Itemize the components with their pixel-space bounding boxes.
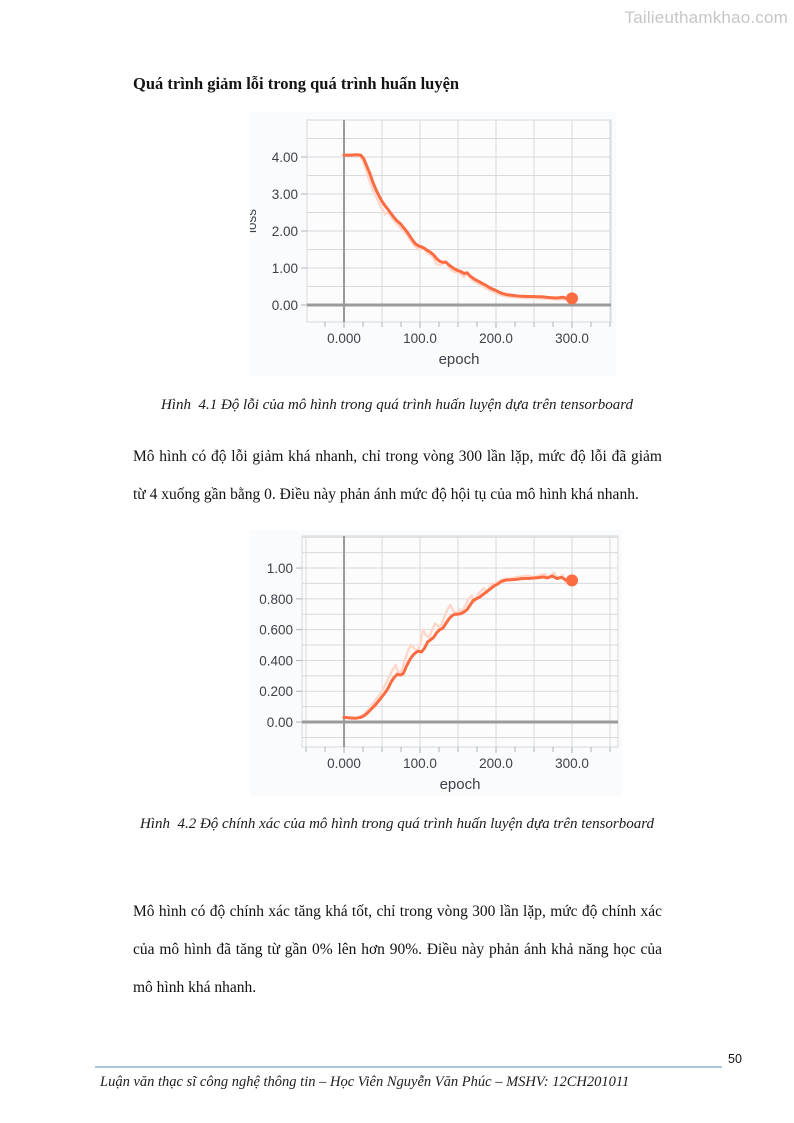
svg-text:100.0: 100.0 <box>403 756 437 771</box>
svg-text:0.000: 0.000 <box>327 331 361 346</box>
svg-text:1.00: 1.00 <box>272 261 298 276</box>
svg-text:0.00: 0.00 <box>272 298 298 313</box>
svg-text:4.00: 4.00 <box>272 150 298 165</box>
page-number: 50 <box>728 1052 742 1066</box>
figure-4-1-caption: Hình 4.1 Độ lỗi của mô hình trong quá tr… <box>160 397 634 413</box>
svg-text:300.0: 300.0 <box>555 756 589 771</box>
accuracy-chart: 0.000 100.0 200.0 300.0 0.00 0.200 0.400 0.600 0… <box>259 535 619 793</box>
loss-chart: 0.000 100.0 200.0 300.0 0.00 1.00 2.00 3.00 4.00… <box>250 119 612 368</box>
svg-text:0.600: 0.600 <box>259 623 293 638</box>
paragraph-accuracy: Mô hình có độ chính xác tăng khá tốt, ch… <box>133 903 662 996</box>
paragraph-loss: Mô hình có độ lỗi giảm khá nhanh, chỉ tr… <box>133 448 662 503</box>
accuracy-figure: 0.000 100.0 200.0 300.0 0.00 0.200 0.400 0.600 0… <box>250 530 622 796</box>
svg-text:loss: loss <box>250 209 259 233</box>
svg-text:0.800: 0.800 <box>259 592 293 607</box>
svg-text:0.200: 0.200 <box>259 684 293 699</box>
footer-divider <box>95 1066 722 1068</box>
svg-text:0.400: 0.400 <box>259 653 293 668</box>
footer-text: Luận văn thạc sĩ công nghệ thông tin – H… <box>100 1074 630 1090</box>
svg-text:200.0: 200.0 <box>479 331 513 346</box>
section-heading: Quá trình giảm lỗi trong quá trình huấn … <box>133 74 460 93</box>
loss-figure: 0.000 100.0 200.0 300.0 0.00 1.00 2.00 3.00 4.00… <box>250 112 616 376</box>
figure-4-2-caption: Hình 4.2 Độ chính xác của mô hình trong … <box>139 816 655 832</box>
svg-text:3.00: 3.00 <box>272 187 298 202</box>
svg-text:200.0: 200.0 <box>479 756 513 771</box>
watermark: Tailieuthamkhao.com <box>624 8 788 27</box>
svg-text:epoch: epoch <box>439 351 480 368</box>
svg-text:1.00: 1.00 <box>267 561 293 576</box>
svg-text:2.00: 2.00 <box>272 224 298 239</box>
svg-text:100.0: 100.0 <box>403 331 437 346</box>
svg-text:0.000: 0.000 <box>327 756 361 771</box>
svg-text:0.00: 0.00 <box>267 715 293 730</box>
svg-text:epoch: epoch <box>440 776 481 793</box>
svg-text:300.0: 300.0 <box>555 331 589 346</box>
